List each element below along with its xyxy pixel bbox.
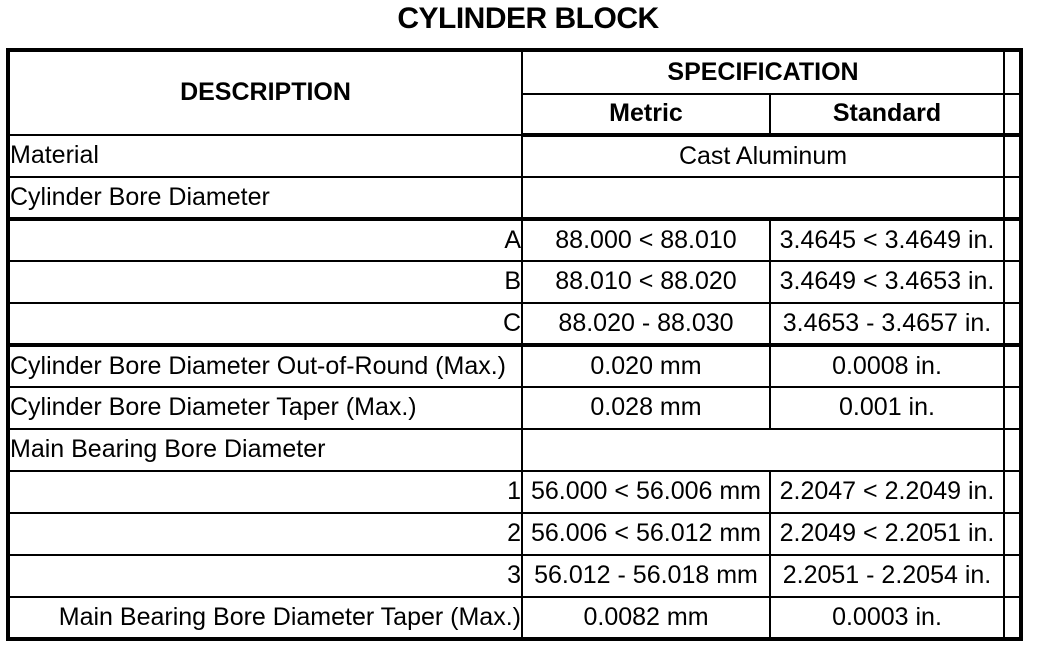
spacer-cell <box>1003 428 1022 472</box>
metric-cell: 0.0082 mm <box>521 596 771 640</box>
spacer-cell <box>1003 93 1022 137</box>
specification-header: SPECIFICATION <box>521 49 1005 95</box>
spacer-cell <box>1003 554 1022 598</box>
standard-cell: 2.2051 - 2.2054 in. <box>769 554 1005 598</box>
metric-cell: 0.020 mm <box>521 344 771 388</box>
cylinder-block-spec-table: DESCRIPTION SPECIFICATION Metric Standar… <box>6 48 1023 641</box>
spacer-cell <box>1003 344 1022 388</box>
metric-cell: 56.000 < 56.006 mm <box>521 470 771 514</box>
standard-cell: 3.4653 - 3.4657 in. <box>769 302 1005 347</box>
spacer-cell <box>1003 134 1022 178</box>
table-row-main-bearing-bore-diameter: Main Bearing Bore Diameter <box>7 428 1022 472</box>
description-cell: Main Bearing Bore Diameter <box>7 428 523 472</box>
spacer-cell <box>1003 49 1022 95</box>
metric-cell: 88.010 < 88.020 <box>521 260 771 304</box>
description-cell: A <box>7 218 523 262</box>
table-row-bore-taper: Cylinder Bore Diameter Taper (Max.) 0.02… <box>7 386 1022 430</box>
table-row-cylinder-bore-diameter: Cylinder Bore Diameter <box>7 176 1022 221</box>
table-row-material: Material Cast Aluminum <box>7 134 1022 178</box>
description-cell: 2 <box>7 512 523 556</box>
spacer-cell <box>1003 512 1022 556</box>
standard-cell: 0.0003 in. <box>769 596 1005 640</box>
standard-cell: 0.001 in. <box>769 386 1005 430</box>
merged-spec-cell <box>521 428 1005 472</box>
table-row-bore-b: B 88.010 < 88.020 3.4649 < 3.4653 in. <box>7 260 1022 304</box>
metric-header: Metric <box>521 93 771 137</box>
table-row-bore-a: A 88.000 < 88.010 3.4645 < 3.4649 in. <box>7 218 1022 262</box>
metric-cell: 56.012 - 56.018 mm <box>521 554 771 598</box>
spacer-cell <box>1003 218 1022 262</box>
metric-cell: 0.028 mm <box>521 386 771 430</box>
spacer-cell <box>1003 470 1022 514</box>
spacer-cell <box>1003 386 1022 430</box>
table-row-bearing-3: 3 56.012 - 56.018 mm 2.2051 - 2.2054 in. <box>7 554 1022 598</box>
table-row-out-of-round: Cylinder Bore Diameter Out-of-Round (Max… <box>7 344 1022 388</box>
spacer-cell <box>1003 260 1022 304</box>
description-cell: Material <box>7 134 523 178</box>
spacer-cell <box>1003 302 1022 347</box>
description-cell: C <box>7 302 523 347</box>
description-cell: Cylinder Bore Diameter Taper (Max.) <box>7 386 523 430</box>
table-row-main-bearing-taper: Main Bearing Bore Diameter Taper (Max.) … <box>7 596 1022 640</box>
merged-spec-cell <box>521 176 1005 221</box>
spacer-cell <box>1003 176 1022 221</box>
standard-header: Standard <box>769 93 1005 137</box>
description-cell: 1 <box>7 470 523 514</box>
standard-cell: 3.4649 < 3.4653 in. <box>769 260 1005 304</box>
description-cell: B <box>7 260 523 304</box>
page-title: CYLINDER BLOCK <box>397 2 659 35</box>
table-row-bore-c: C 88.020 - 88.030 3.4653 - 3.4657 in. <box>7 302 1022 347</box>
description-cell: 3 <box>7 554 523 598</box>
description-cell: Main Bearing Bore Diameter Taper (Max.) <box>7 596 523 640</box>
merged-spec-cell: Cast Aluminum <box>521 134 1005 178</box>
description-cell: Cylinder Bore Diameter <box>7 176 523 221</box>
standard-cell: 2.2047 < 2.2049 in. <box>769 470 1005 514</box>
metric-cell: 88.000 < 88.010 <box>521 218 771 262</box>
standard-cell: 0.0008 in. <box>769 344 1005 388</box>
description-header: DESCRIPTION <box>7 49 523 136</box>
spacer-cell <box>1003 596 1022 640</box>
standard-cell: 2.2049 < 2.2051 in. <box>769 512 1005 556</box>
standard-cell: 3.4645 < 3.4649 in. <box>769 218 1005 262</box>
header-row-1: DESCRIPTION SPECIFICATION <box>7 49 1022 136</box>
metric-cell: 56.006 < 56.012 mm <box>521 512 771 556</box>
metric-cell: 88.020 - 88.030 <box>521 302 771 347</box>
description-cell: Cylinder Bore Diameter Out-of-Round (Max… <box>7 344 523 388</box>
table-row-bearing-2: 2 56.006 < 56.012 mm 2.2049 < 2.2051 in. <box>7 512 1022 556</box>
table-row-bearing-1: 1 56.000 < 56.006 mm 2.2047 < 2.2049 in. <box>7 470 1022 514</box>
header-row-2: Metric Standard <box>8 93 1022 137</box>
